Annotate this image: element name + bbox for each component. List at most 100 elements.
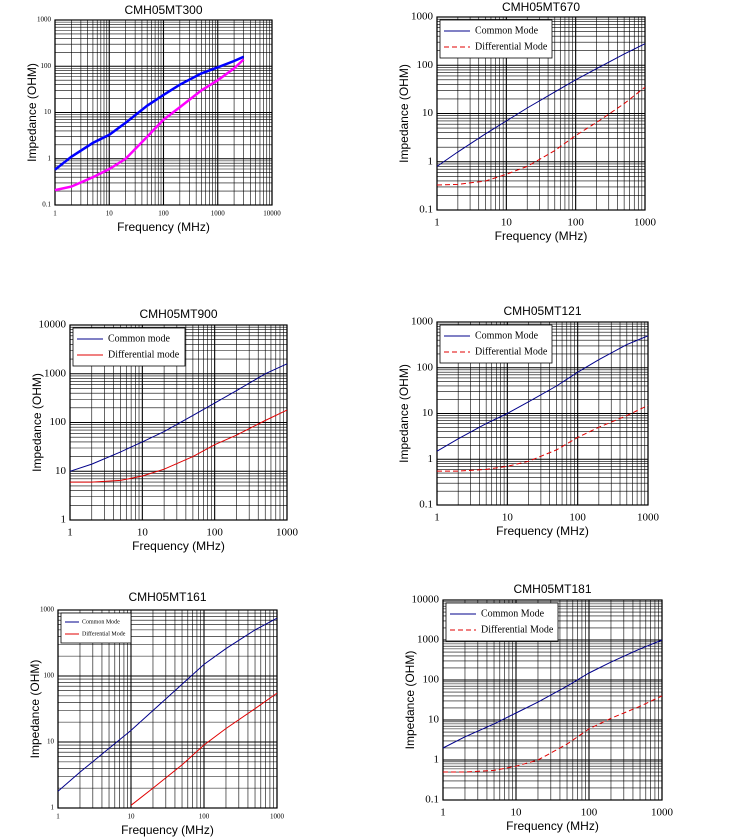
plot-frame	[436, 16, 646, 211]
x-axis-label: Frequency (MHz)	[495, 229, 588, 243]
chart-title: CMH05MT670	[502, 0, 580, 14]
legend-box	[445, 602, 559, 642]
x-tick-label: 1	[440, 807, 446, 819]
x-tick-label: 10	[511, 807, 523, 819]
series-line	[436, 335, 649, 452]
legend-label: Differential mode	[108, 349, 180, 360]
y-tick-label: 0.1	[425, 794, 439, 806]
x-tick-label: 10	[106, 210, 114, 218]
x-tick-label: 1000	[211, 210, 226, 218]
x-tick-label: 1000	[637, 512, 660, 524]
legend-label: Common Mode	[475, 25, 539, 36]
y-tick-label: 100	[50, 416, 67, 428]
plot-frame	[69, 324, 288, 521]
y-tick-label: 1	[48, 154, 52, 162]
legend-box	[60, 612, 132, 644]
legend-label: Differential Mode	[481, 624, 554, 635]
x-tick-label: 1000	[634, 217, 657, 229]
y-axis-label: Impedance (OHM)	[403, 651, 417, 750]
series-line	[70, 409, 288, 483]
y-tick-label: 100	[417, 361, 434, 373]
legend-label: Differential Mode	[475, 346, 548, 357]
chart: 1 10 100 1000 1 10 100 1000 Common Mode Different…	[28, 590, 284, 837]
series-line	[130, 692, 278, 806]
y-tick-label: 10000	[39, 319, 67, 331]
chart-title: CMH05MT161	[128, 590, 206, 604]
y-axis-label: Impedance (OHM)	[397, 64, 411, 163]
x-tick-label: 10000	[263, 210, 281, 218]
y-tick-label: 100	[417, 59, 434, 71]
x-tick-label: 1000	[270, 813, 285, 821]
x-tick-label: 100	[199, 813, 210, 821]
x-tick-label: 100	[569, 512, 586, 524]
series-line	[54, 55, 245, 171]
y-tick-label: 1000	[417, 634, 440, 646]
x-tick-label: 1000	[276, 527, 299, 539]
plot-frame	[57, 609, 278, 809]
series-line	[442, 639, 663, 749]
x-tick-label: 10	[128, 813, 136, 821]
x-tick-label: 1	[434, 217, 440, 229]
series-line	[443, 695, 663, 773]
chart-title: CMH05MT181	[513, 582, 591, 596]
y-axis-label: Impedance (OHM)	[28, 660, 42, 759]
x-tick-label: 1	[56, 813, 60, 821]
y-tick-label: 100	[44, 672, 55, 680]
plot-frame	[54, 19, 273, 206]
y-tick-label: 10	[422, 107, 434, 119]
x-tick-label: 100	[581, 807, 598, 819]
x-tick-label: 1000	[651, 807, 674, 819]
y-tick-label: 0.1	[42, 201, 51, 209]
y-axis-label: Impedance (OHM)	[30, 373, 44, 472]
legend-label: Differential Mode	[82, 630, 126, 637]
y-tick-label: 1	[428, 155, 434, 167]
series-line	[54, 58, 245, 192]
y-tick-label: 1000	[40, 606, 55, 614]
x-tick-label: 10	[502, 512, 514, 524]
x-axis-label: Frequency (MHz)	[496, 524, 589, 538]
y-axis-label: Impedance (OHM)	[397, 364, 411, 463]
series-line	[69, 363, 288, 472]
legend-label: Common mode	[108, 333, 171, 344]
legend-label: Differential Mode	[475, 41, 548, 52]
legend-label: Common Mode	[82, 619, 120, 625]
legend-label: Common Mode	[475, 330, 539, 341]
chart-title: CMH05MT300	[124, 3, 202, 17]
y-tick-label: 10000	[412, 594, 440, 606]
series-line	[436, 43, 646, 167]
series-line	[437, 404, 649, 472]
chart: 1 10 100 1000 1 10 100 1000 10000 Common mode Diff…	[30, 307, 298, 553]
legend-label: Common Mode	[481, 608, 545, 619]
x-axis-label: Frequency (MHz)	[121, 823, 214, 837]
legend-box	[439, 19, 553, 59]
legend-box	[72, 327, 186, 367]
x-tick-label: 1	[53, 210, 57, 218]
y-tick-label: 100	[41, 62, 52, 70]
y-tick-label: 10	[47, 738, 55, 746]
x-tick-label: 100	[206, 527, 223, 539]
y-tick-label: 1000	[44, 367, 67, 379]
y-tick-label: 1	[434, 754, 440, 766]
y-tick-label: 10	[428, 714, 440, 726]
y-tick-label: 1	[61, 514, 67, 526]
chart-title: CMH05MT121	[503, 304, 581, 318]
x-axis-label: Frequency (MHz)	[506, 819, 599, 833]
y-tick-label: 1000	[37, 16, 52, 24]
y-tick-label: 100	[423, 674, 440, 686]
y-tick-label: 0.1	[419, 499, 433, 511]
chart-title: CMH05MT900	[139, 307, 217, 321]
y-tick-label: 0.1	[419, 204, 433, 216]
y-tick-label: 1	[428, 453, 434, 465]
y-tick-label: 1000	[411, 11, 434, 23]
y-tick-label: 1000	[411, 316, 434, 328]
chart: 1 10 100 1000 100000.11101001000CMH05MT300Fr…	[25, 3, 281, 234]
x-tick-label: 10	[137, 527, 149, 539]
y-tick-label: 10	[422, 407, 434, 419]
y-tick-label: 10	[55, 465, 67, 477]
plot-frame	[436, 321, 649, 506]
x-tick-label: 1	[67, 527, 73, 539]
y-axis-label: Impedance (OHM)	[25, 63, 39, 162]
